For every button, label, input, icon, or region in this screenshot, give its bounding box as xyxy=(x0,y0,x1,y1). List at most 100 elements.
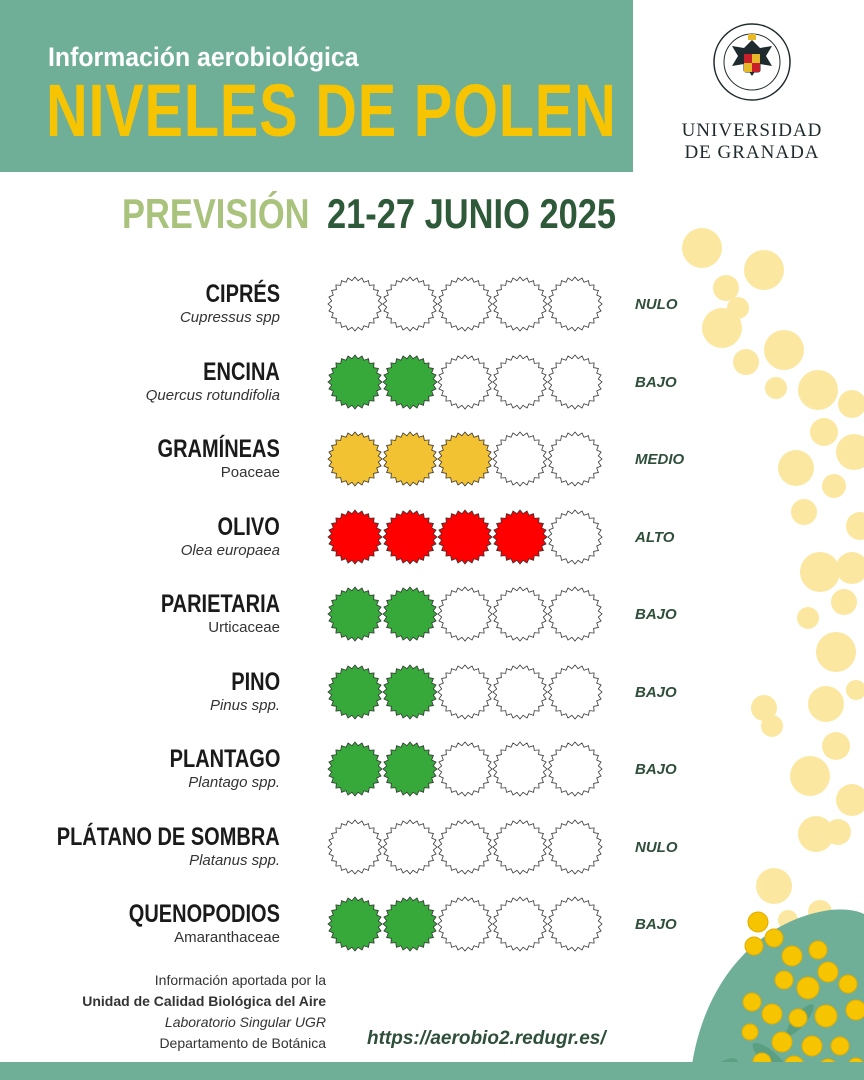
pollen-row: OLIVO Olea europaea ALTO xyxy=(0,508,864,579)
level-label: ALTO xyxy=(635,528,675,546)
plant-name: PLANTAGO xyxy=(169,745,280,773)
pollen-level-empty-icon xyxy=(547,896,603,952)
pollen-level-empty-icon xyxy=(437,586,493,642)
university-name: UNIVERSIDAD DE GRANADA xyxy=(672,120,832,164)
plant-scientific-name: Plantago spp. xyxy=(188,774,280,791)
plant-name: PLÁTANO DE SOMBRA xyxy=(57,822,280,851)
plant-name: ENCINA xyxy=(203,357,280,386)
pollen-balls xyxy=(682,228,864,930)
level-label: NULO xyxy=(635,296,678,313)
pollen-level-empty-icon xyxy=(547,818,603,875)
credit-line-4: Departamento de Botánica xyxy=(159,1035,326,1051)
pollen-level-filled-icon xyxy=(327,431,383,487)
credit-line-2: Unidad de Calidad Biológica del Aire xyxy=(82,993,326,1009)
pollen-level-filled-icon xyxy=(382,663,438,720)
level-label: BAJO xyxy=(635,683,677,701)
pollen-level-empty-icon xyxy=(547,663,603,720)
bottom-bar xyxy=(0,1062,864,1080)
plant-name: GRAMÍNEAS xyxy=(157,435,280,463)
page-title: NIVELES DE POLEN xyxy=(46,69,617,152)
pollen-level-empty-icon xyxy=(382,818,438,875)
pollen-level-filled-icon xyxy=(382,896,438,952)
level-indicator xyxy=(327,741,607,797)
pollen-level-empty-icon xyxy=(437,353,493,410)
pollen-level-empty-icon xyxy=(492,353,548,410)
pollen-level-filled-icon xyxy=(437,431,493,487)
level-indicator xyxy=(327,431,607,487)
pollen-level-empty-icon xyxy=(547,741,603,797)
website-link[interactable]: https://aerobio2.redugr.es/ xyxy=(367,1028,606,1049)
pollen-level-empty-icon xyxy=(547,431,603,487)
plant-scientific-name: Amaranthaceae xyxy=(174,929,280,946)
level-label: NULO xyxy=(635,838,678,856)
credit-line-1: Información aportada por la xyxy=(154,972,326,988)
level-label: MEDIO xyxy=(635,451,685,468)
university-logo: UNIVERSIDAD DE GRANADA xyxy=(672,20,832,170)
level-label: BAJO xyxy=(635,606,677,623)
plant-name: PARIETARIA xyxy=(160,590,280,618)
plant-name: PINO xyxy=(231,667,280,696)
pollen-level-empty-icon xyxy=(492,896,548,952)
university-name-line1: UNIVERSIDAD xyxy=(681,120,823,141)
plant-scientific-name: Cupressus spp xyxy=(179,309,280,326)
plant-scientific-name: Poaceae xyxy=(220,464,280,481)
pollen-level-filled-icon xyxy=(327,353,383,410)
pollen-level-empty-icon xyxy=(437,896,493,952)
level-indicator xyxy=(327,508,607,565)
pollen-level-empty-icon xyxy=(547,508,603,565)
credits: Información aportada por la Unidad de Ca… xyxy=(82,970,326,1054)
pollen-level-filled-icon xyxy=(382,353,438,410)
pollen-level-empty-icon xyxy=(492,586,548,642)
pollen-level-empty-icon xyxy=(437,276,493,332)
pollen-level-empty-icon xyxy=(437,741,493,797)
pollen-row: PARIETARIA Urticaceae BAJO xyxy=(0,586,864,656)
pollen-level-filled-icon xyxy=(437,508,493,565)
pollen-level-filled-icon xyxy=(382,586,438,642)
level-label: BAJO xyxy=(635,761,677,778)
forecast-label: PREVISIÓN xyxy=(122,190,310,237)
pollen-row: CIPRÉS Cupressus spp NULO xyxy=(0,276,864,346)
pollen-level-empty-icon xyxy=(437,663,493,720)
plant-scientific-name: Platanus spp. xyxy=(189,851,280,869)
pollen-level-empty-icon xyxy=(547,586,603,642)
pollen-level-empty-icon xyxy=(492,741,548,797)
university-seal-icon xyxy=(710,20,794,110)
pollen-row: PLÁTANO DE SOMBRA Platanus spp. NULO xyxy=(0,818,864,889)
plant-scientific-name: Urticaceae xyxy=(208,619,280,636)
pollen-level-filled-icon xyxy=(327,896,383,952)
level-indicator xyxy=(327,896,607,952)
plant-name: CIPRÉS xyxy=(205,280,280,308)
level-indicator xyxy=(327,586,607,642)
pollen-level-filled-icon xyxy=(382,508,438,565)
pollen-level-filled-icon xyxy=(327,508,383,565)
pollen-row: QUENOPODIOS Amaranthaceae BAJO xyxy=(0,896,864,966)
level-indicator xyxy=(327,818,607,875)
level-indicator xyxy=(327,663,607,720)
level-label: BAJO xyxy=(635,916,677,933)
pollen-level-empty-icon xyxy=(492,663,548,720)
pollen-level-empty-icon xyxy=(327,818,383,875)
credit-line-3: Laboratorio Singular UGR xyxy=(164,1014,326,1030)
plant-name: QUENOPODIOS xyxy=(128,900,280,928)
pollen-level-filled-icon xyxy=(382,741,438,797)
pollen-level-empty-icon xyxy=(492,818,548,875)
university-name-line2: DE GRANADA xyxy=(684,142,820,163)
pollen-level-filled-icon xyxy=(382,431,438,487)
header-subtitle: Información aerobiológica xyxy=(48,42,359,72)
pollen-level-filled-icon xyxy=(327,741,383,797)
pollen-level-empty-icon xyxy=(492,431,548,487)
plant-scientific-name: Quercus rotundifolia xyxy=(145,386,280,404)
pollen-row: ENCINA Quercus rotundifolia BAJO xyxy=(0,353,864,424)
level-indicator xyxy=(327,276,607,332)
header-banner: Información aerobiológica NIVELES DE POL… xyxy=(0,0,633,172)
pollen-level-filled-icon xyxy=(327,663,383,720)
level-label: BAJO xyxy=(635,373,677,391)
pollen-level-empty-icon xyxy=(382,276,438,332)
pollen-level-filled-icon xyxy=(327,586,383,642)
pollen-level-empty-icon xyxy=(547,353,603,410)
pollen-level-filled-icon xyxy=(492,508,548,565)
pollen-row: PINO Pinus spp. BAJO xyxy=(0,663,864,734)
forecast-date: 21-27 JUNIO 2025 xyxy=(327,190,617,237)
plant-scientific-name: Pinus spp. xyxy=(209,696,280,714)
pollen-level-empty-icon xyxy=(437,818,493,875)
